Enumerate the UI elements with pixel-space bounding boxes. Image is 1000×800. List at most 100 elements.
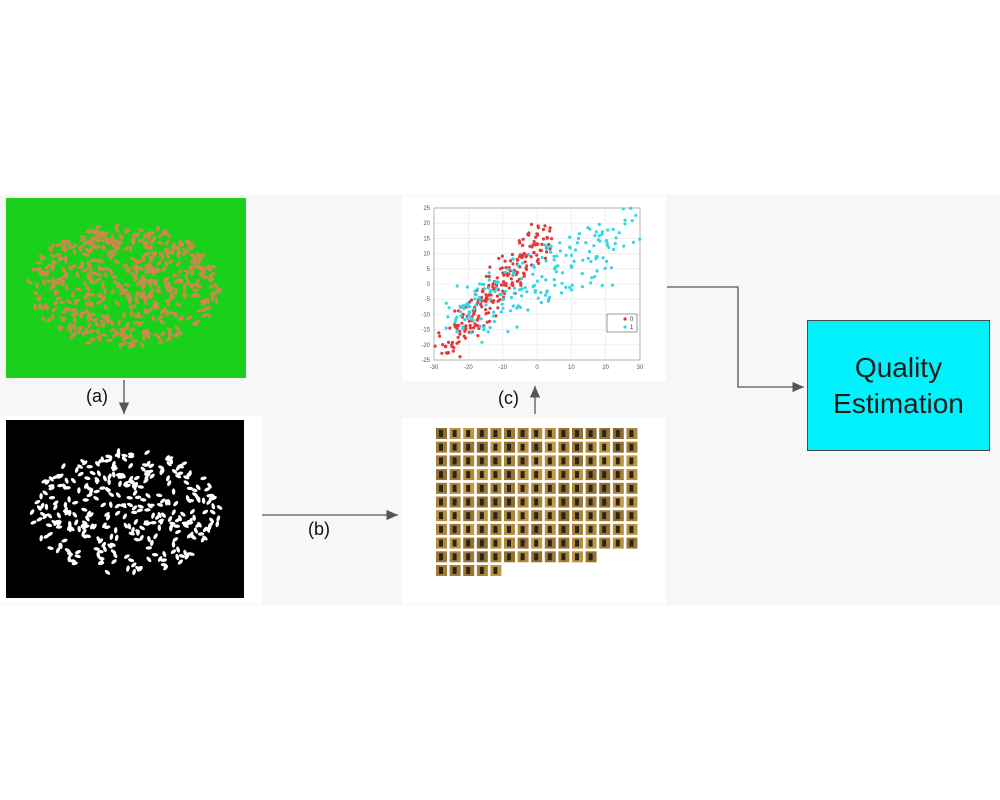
grain-mask-blob: [173, 524, 181, 528]
grain-mask-blob: [144, 450, 150, 455]
grain-crop-shadow: [439, 484, 443, 492]
grain: [112, 332, 117, 339]
grain-crop-shadow: [534, 525, 539, 533]
step-label-c: (c): [498, 388, 519, 408]
grain-mask-blob: [104, 569, 111, 575]
grain: [196, 308, 202, 314]
y-tick-label: -10: [421, 312, 430, 318]
grain: [144, 263, 150, 270]
grain: [87, 239, 92, 246]
grain-mask-blob: [133, 475, 140, 481]
grain: [31, 267, 38, 272]
grain: [115, 329, 120, 337]
scatter-point-class-1: [462, 306, 466, 311]
grain: [71, 291, 75, 298]
grain: [104, 267, 111, 272]
grain: [153, 280, 158, 287]
grain-crop-shadow: [575, 457, 579, 465]
scatter-point-class-1: [540, 255, 544, 260]
grain-crop-shadow: [439, 512, 443, 520]
grain-crop-shadow: [466, 443, 471, 451]
scatter-point-class-1: [483, 287, 487, 291]
grain-mask-blob: [171, 541, 176, 548]
grain-crop-shadow: [493, 443, 498, 451]
scatter-point-class-1: [492, 310, 496, 314]
scatter-point-class-1: [525, 290, 529, 294]
grain-crop-shadow: [466, 430, 471, 437]
grain-crop-shadow: [588, 430, 593, 437]
scatter-point-class-1: [459, 314, 463, 318]
grain-crop-shadow: [602, 457, 607, 465]
grain: [138, 266, 144, 272]
scatter-point-class-1: [586, 256, 590, 260]
grain-mask-blob: [107, 473, 112, 480]
grain-crop-shadow: [602, 512, 607, 520]
scatter-point-class-1: [638, 237, 642, 241]
grain: [67, 265, 74, 271]
scatter-point-class-1: [501, 297, 506, 301]
scatter-point-class-0: [462, 334, 466, 338]
x-tick-label: 30: [637, 365, 644, 371]
grain: [49, 243, 56, 249]
grain: [118, 342, 123, 349]
grain-mask-blob: [139, 535, 144, 541]
scatter-point-class-1: [467, 310, 471, 314]
scatter-point-class-1: [447, 306, 451, 310]
grain-mask-blob: [86, 510, 91, 517]
grain-crop-shadow: [561, 539, 566, 547]
scatter-point-class-0: [543, 224, 547, 228]
grain-mask-blob: [183, 480, 190, 485]
grain: [130, 304, 137, 308]
grain-crop-shadow: [452, 430, 457, 437]
scatter-point-class-1: [570, 283, 574, 287]
grain-crop-shadow: [547, 498, 552, 506]
grain-crop-shadow: [629, 539, 634, 547]
grain: [209, 265, 217, 269]
grain: [53, 290, 58, 297]
grain-mask-blob: [171, 488, 176, 495]
grain-mask-blob: [200, 476, 207, 481]
grain-mask-blob: [204, 487, 211, 492]
scatter-point-class-0: [522, 251, 526, 256]
scatter-point-class-0: [541, 227, 545, 232]
scatter-point-class-1: [489, 289, 493, 293]
grain-mask-blob: [45, 523, 53, 528]
grain-mask-blob: [128, 558, 135, 563]
grain: [98, 258, 104, 264]
scatter-point-class-0: [511, 262, 515, 266]
grain: [204, 264, 211, 269]
grain-mask-blob: [147, 535, 151, 543]
grain-mask-blob: [176, 471, 184, 476]
grain-mask-blob: [165, 475, 171, 482]
grain: [143, 308, 149, 314]
scatter-point-class-1: [605, 259, 609, 263]
grain-mask-blob: [188, 517, 193, 524]
scatter-point-class-1: [605, 240, 609, 245]
scatter-point-class-1: [605, 243, 609, 247]
grain-crop-shadow: [561, 484, 566, 492]
grain-crop-shadow: [452, 471, 457, 479]
scatter-point-class-1: [532, 265, 536, 269]
y-tick-label: 5: [427, 267, 431, 273]
grain-mask-blob: [40, 512, 46, 517]
scatter-point-class-1: [577, 232, 581, 236]
scatter-point-class-1: [569, 264, 573, 268]
grain-crop-shadow: [602, 498, 607, 506]
scatter-point-class-0: [433, 344, 437, 348]
grain: [101, 244, 106, 252]
scatter-point-class-0: [455, 323, 460, 327]
grain-mask-blob: [36, 505, 42, 511]
grain-mask-blob: [121, 472, 126, 479]
scatter-point-class-0: [515, 257, 519, 261]
grain: [151, 315, 156, 322]
grain: [103, 304, 108, 310]
grain-crop-shadow: [466, 539, 471, 547]
grain-crop-shadow: [520, 539, 525, 547]
grain-crop-shadow: [534, 471, 539, 479]
grain: [51, 259, 57, 265]
scatter-point-class-1: [506, 267, 510, 271]
grain: [171, 273, 178, 278]
scatter-point-class-1: [463, 318, 467, 322]
grain-crop-shadow: [547, 430, 552, 437]
y-tick-label: -20: [421, 343, 430, 349]
